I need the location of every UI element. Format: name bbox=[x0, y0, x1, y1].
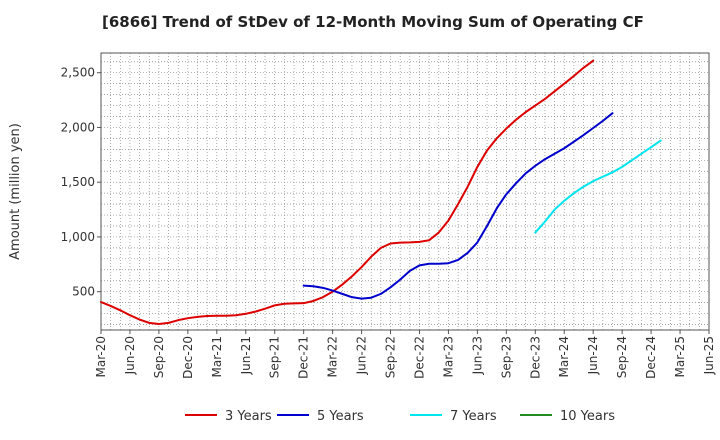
y-tick-label: 1,500 bbox=[61, 175, 95, 189]
x-tick-label: Sep-20 bbox=[152, 336, 166, 378]
x-tick-label: Dec-21 bbox=[297, 336, 311, 379]
x-tick-label: Mar-23 bbox=[441, 336, 455, 377]
plot-frame bbox=[100, 52, 710, 331]
series-line-3-years bbox=[100, 59, 595, 325]
x-tick-label: Mar-20 bbox=[94, 336, 108, 377]
x-tick-label: Sep-21 bbox=[268, 336, 282, 378]
y-axis-title: Amount (million yen) bbox=[8, 123, 23, 260]
y-tick-label: 2,000 bbox=[61, 120, 95, 134]
x-tick-label: Jun-20 bbox=[123, 336, 137, 375]
x-tick-label: Mar-21 bbox=[210, 336, 224, 377]
legend-label-10-years: 10 Years bbox=[560, 409, 615, 424]
x-tick-label: Jun-23 bbox=[470, 336, 484, 375]
x-tick-label: Sep-22 bbox=[384, 336, 398, 378]
x-tick-label: Jun-24 bbox=[586, 336, 600, 375]
x-tick-label: Sep-24 bbox=[615, 336, 629, 378]
y-tick-label: 1,000 bbox=[61, 230, 95, 244]
legend-label-3-years: 3 Years bbox=[225, 409, 272, 424]
x-tick-label: Mar-22 bbox=[326, 336, 340, 377]
x-tick-label: Jun-25 bbox=[702, 336, 716, 375]
x-tick-label: Sep-23 bbox=[499, 336, 513, 378]
legend-label-7-years: 7 Years bbox=[450, 409, 497, 424]
x-tick-label: Jun-22 bbox=[355, 336, 369, 375]
y-tick-label: 500 bbox=[72, 285, 95, 299]
x-tick-label: Mar-25 bbox=[673, 336, 687, 377]
x-tick-label: Dec-22 bbox=[412, 336, 426, 379]
x-tick-label: Dec-23 bbox=[528, 336, 542, 379]
x-tick-label: Dec-24 bbox=[644, 336, 658, 379]
x-tick-label: Dec-20 bbox=[181, 336, 195, 379]
legend-label-5-years: 5 Years bbox=[317, 409, 364, 424]
x-tick-label: Jun-21 bbox=[239, 336, 253, 375]
plot-area bbox=[101, 53, 709, 330]
series-line-7-years bbox=[534, 139, 662, 234]
chart-title: [6866] Trend of StDev of 12-Month Moving… bbox=[102, 13, 644, 31]
x-tick-label: Mar-24 bbox=[557, 336, 571, 377]
series-line-5-years bbox=[302, 112, 614, 300]
y-tick-label: 2,500 bbox=[61, 66, 95, 80]
